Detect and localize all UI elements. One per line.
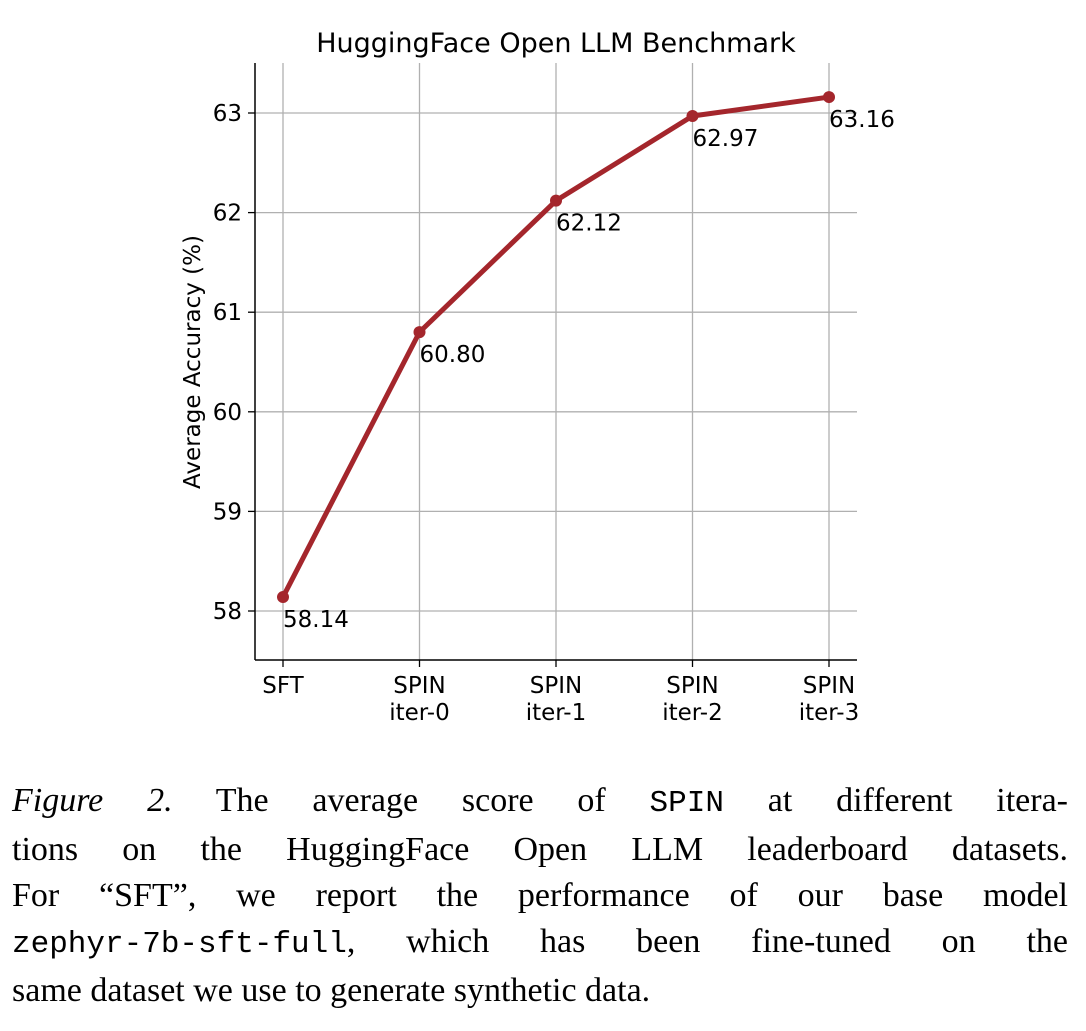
y-axis-label: Average Accuracy (%) <box>180 235 206 489</box>
series-spin: 58.14 60.80 62.12 62.97 63.16 <box>277 91 895 633</box>
x-tick-label: SFT <box>262 673 304 699</box>
chart-title: HuggingFace Open LLM Benchmark <box>316 28 796 59</box>
data-point <box>277 591 289 604</box>
x-tick-label: iter-0 <box>389 700 449 726</box>
caption-line: Figure 2. The average score of SPIN at d… <box>12 778 1068 827</box>
code-text: SPIN <box>649 786 724 821</box>
data-label: 63.16 <box>829 107 895 133</box>
data-label: 60.80 <box>420 342 486 368</box>
data-point <box>550 194 562 207</box>
caption-text: at different itera- <box>723 782 1069 819</box>
caption-text: The average score of <box>172 782 650 819</box>
data-point <box>413 326 426 339</box>
caption-line: tions on the HuggingFace Open LLM leader… <box>12 827 1068 873</box>
y-tick-label: 62 <box>213 201 242 227</box>
figure-label: Figure 2. <box>12 782 173 819</box>
x-tick-label: SPIN <box>803 673 855 699</box>
data-label: 62.12 <box>556 211 622 237</box>
caption-text: For “SFT”, we report the performance of … <box>12 877 1068 914</box>
caption-text: , which has been fine-tuned on the <box>346 923 1068 960</box>
figure-caption: Figure 2. The average score of SPIN at d… <box>12 778 1068 1014</box>
data-point <box>686 109 699 122</box>
x-tick-label: iter-1 <box>526 700 586 726</box>
caption-line: zephyr-7b-sft-full, which has been fine-… <box>12 919 1068 968</box>
y-tick-label: 59 <box>213 499 242 525</box>
code-text: zephyr-7b-sft-full <box>12 927 347 962</box>
data-label: 62.97 <box>693 126 759 152</box>
x-tick-label: SPIN <box>666 673 718 699</box>
x-tick-label: iter-3 <box>799 700 859 726</box>
data-label: 58.14 <box>283 607 349 633</box>
x-tick-label: SPIN <box>530 673 582 699</box>
caption-line: For “SFT”, we report the performance of … <box>12 873 1068 919</box>
grid <box>255 63 857 660</box>
caption-line: same dataset we use to generate syntheti… <box>12 968 1068 1014</box>
line-chart: HuggingFace Open LLM Benchmark Average A… <box>180 28 895 726</box>
data-point <box>823 91 835 104</box>
x-tick-label: SPIN <box>393 673 445 699</box>
x-ticks: SFT SPINiter-0SPINiter-1SPINiter-2SPINite… <box>262 660 859 726</box>
y-tick-label: 61 <box>213 300 242 326</box>
y-tick-label: 58 <box>213 599 242 625</box>
y-tick-label: 63 <box>213 101 242 127</box>
x-tick-label: iter-2 <box>662 700 722 726</box>
y-ticks: 58 59 60 61 62 63 <box>213 101 255 625</box>
caption-text: same dataset we use to generate syntheti… <box>12 972 651 1009</box>
y-tick-label: 60 <box>213 400 242 426</box>
caption-text: tions on the HuggingFace Open LLM leader… <box>12 831 1068 868</box>
